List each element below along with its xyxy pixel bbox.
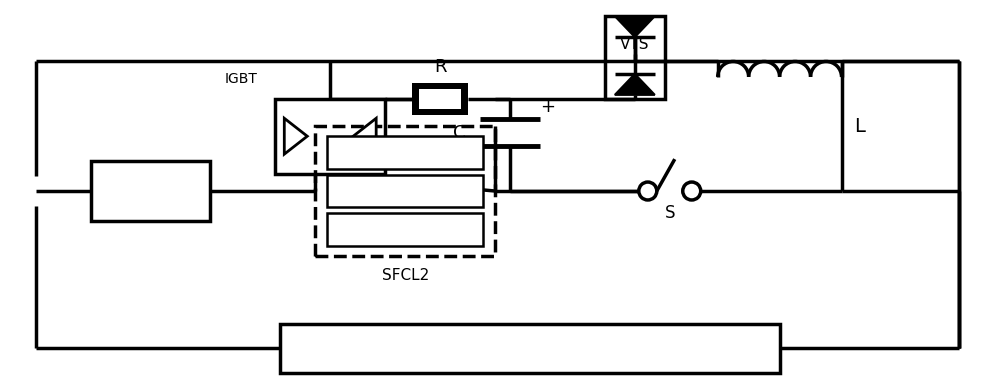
Bar	[327, 174, 483, 208]
Text: SFCL1: SFCL1	[119, 182, 182, 200]
Text: 单元n: 单元n	[394, 146, 417, 159]
Text: S: S	[665, 204, 675, 222]
Polygon shape	[615, 74, 655, 95]
Bar	[327, 136, 483, 169]
Text: 单元1: 单元1	[394, 223, 417, 237]
Bar	[605, 16, 665, 99]
Bar	[412, 83, 468, 115]
Text: 单元2: 单元2	[394, 185, 417, 197]
Bar	[419, 89, 461, 109]
Bar	[327, 213, 483, 246]
Text: 吸能支路: 吸能支路	[503, 339, 557, 359]
Bar	[280, 323, 780, 373]
Text: VTS: VTS	[620, 37, 650, 52]
Bar	[275, 99, 385, 174]
Polygon shape	[615, 16, 655, 37]
Bar	[91, 161, 210, 221]
Text: +: +	[540, 98, 555, 116]
Text: SFCL2: SFCL2	[382, 268, 429, 283]
Bar	[315, 126, 495, 256]
Polygon shape	[353, 118, 376, 154]
Text: C: C	[453, 124, 465, 142]
Polygon shape	[284, 118, 307, 154]
Text: L: L	[854, 117, 865, 136]
Text: R: R	[434, 58, 446, 76]
Text: IGBT: IGBT	[224, 72, 257, 86]
